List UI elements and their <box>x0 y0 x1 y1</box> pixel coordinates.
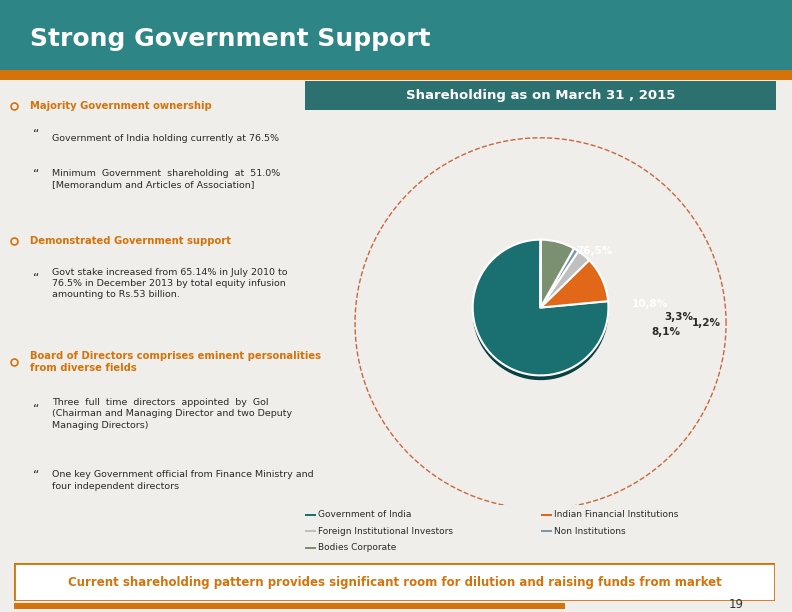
Text: “: “ <box>33 272 40 285</box>
Text: Government of India: Government of India <box>318 510 412 519</box>
Text: Govt stake increased from 65.14% in July 2010 to
76.5% in December 2013 by total: Govt stake increased from 65.14% in July… <box>52 267 287 299</box>
Text: “: “ <box>33 128 40 141</box>
Text: One key Government official from Finance Ministry and
four independent directors: One key Government official from Finance… <box>52 470 314 491</box>
Text: Demonstrated Government support: Demonstrated Government support <box>30 236 231 246</box>
Text: 10,8%: 10,8% <box>632 299 668 309</box>
Bar <box>305 530 316 532</box>
Text: Shareholding as on March 31 , 2015: Shareholding as on March 31 , 2015 <box>406 89 676 102</box>
Text: Strong Government Support: Strong Government Support <box>30 27 431 51</box>
Text: Board of Directors comprises eminent personalities
from diverse fields: Board of Directors comprises eminent per… <box>30 351 321 373</box>
Bar <box>305 547 316 549</box>
Text: Minimum  Government  shareholding  at  51.0%
[Memorandum and Articles of Associa: Minimum Government shareholding at 51.0%… <box>52 169 280 189</box>
Wedge shape <box>473 244 608 380</box>
Text: 1,2%: 1,2% <box>691 318 721 328</box>
Bar <box>540 513 552 516</box>
Text: “: “ <box>33 168 40 181</box>
Bar <box>305 513 316 516</box>
Text: Current shareholding pattern provides significant room for dilution and raising : Current shareholding pattern provides si… <box>67 575 722 589</box>
Text: Indian Financial Institutions: Indian Financial Institutions <box>554 510 678 519</box>
Wedge shape <box>540 244 574 312</box>
Text: 8,1%: 8,1% <box>652 327 680 337</box>
Text: Non Institutions: Non Institutions <box>554 527 626 536</box>
Text: 19: 19 <box>729 598 744 611</box>
Text: “: “ <box>33 469 40 482</box>
Wedge shape <box>540 253 578 312</box>
Wedge shape <box>540 240 574 307</box>
Text: Majority Government ownership: Majority Government ownership <box>30 100 211 111</box>
Wedge shape <box>540 265 608 312</box>
Text: 3,3%: 3,3% <box>664 312 693 322</box>
Text: 76,5%: 76,5% <box>576 246 612 256</box>
Wedge shape <box>540 251 589 307</box>
Text: Bodies Corporate: Bodies Corporate <box>318 543 397 553</box>
Wedge shape <box>540 260 608 307</box>
Wedge shape <box>473 240 608 375</box>
Text: Government of India holding currently at 76.5%: Government of India holding currently at… <box>52 135 280 143</box>
Text: “: “ <box>33 403 40 416</box>
Text: Three  full  time  directors  appointed  by  GoI
(Chairman and Managing Director: Three full time directors appointed by G… <box>52 398 292 430</box>
Text: Foreign Institutional Investors: Foreign Institutional Investors <box>318 527 453 536</box>
Wedge shape <box>540 256 589 312</box>
Bar <box>540 530 552 532</box>
Wedge shape <box>540 248 578 307</box>
